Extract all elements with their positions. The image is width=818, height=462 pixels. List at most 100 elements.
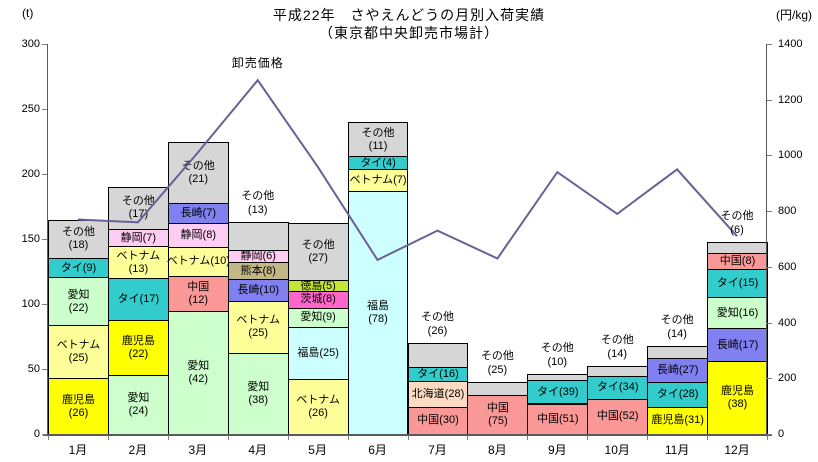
- x-tick: [707, 436, 709, 440]
- segment-label: その他: [480, 350, 514, 362]
- segment-label-outside: その他 (13): [228, 189, 288, 217]
- segment-label-outside: その他 (6): [707, 209, 767, 237]
- y-tick-right: [767, 266, 772, 268]
- x-tick: [227, 436, 229, 440]
- segment-label: 静岡(7): [120, 231, 157, 244]
- segment-value: (26): [308, 407, 328, 420]
- month-label: 6月: [368, 443, 387, 457]
- y-tick-right: [767, 44, 772, 45]
- segment-label: 福島: [367, 299, 390, 312]
- bar-segment-ベトナム: ベトナム (26): [287, 379, 349, 435]
- bar-segment-長崎: 長崎(27): [647, 357, 709, 383]
- bar-segment-鹿児島: 鹿児島 (22): [107, 320, 169, 376]
- segment-label: その他: [420, 311, 454, 323]
- segment-label: その他: [720, 209, 754, 222]
- bar-segment-その他: [467, 382, 529, 396]
- segment-label: 福島(25): [297, 346, 339, 359]
- segment-label: 北海道(28): [411, 387, 465, 400]
- segment-label: その他: [121, 195, 155, 208]
- bar-segment-タイ: タイ(17): [107, 278, 169, 322]
- bar-segment-タイ: タイ(39): [527, 380, 589, 405]
- segment-label: ベトナム: [236, 314, 281, 327]
- y-axis-label-left: 250: [21, 103, 40, 115]
- segment-label: 中国(30): [417, 414, 459, 427]
- segment-label: 茨城(8): [300, 293, 336, 306]
- bar-segment-愛知: 愛知(9): [287, 307, 349, 328]
- bar-segment-静岡: 静岡(6): [227, 249, 289, 264]
- y-axis-label-left: 150: [21, 233, 40, 245]
- segment-value: (14): [607, 348, 627, 361]
- bar-segment-タイ: タイ(15): [707, 268, 768, 299]
- segment-label: 熊本(8): [240, 264, 276, 277]
- y-axis-label-right: 200: [778, 372, 797, 385]
- y-axis-left: [47, 44, 48, 436]
- bar-segment-愛知: 愛知 (42): [167, 311, 229, 435]
- x-tick: [467, 436, 469, 440]
- y-axis-label-right: 800: [778, 205, 797, 218]
- segment-value: (6): [730, 223, 744, 236]
- segment-label: その他: [181, 159, 215, 172]
- bar-segment-ベトナム: ベトナム(7): [347, 168, 409, 192]
- y-tick-right: [767, 211, 772, 213]
- bar-segment-中国: 中国(30): [407, 406, 469, 435]
- segment-label: その他: [361, 126, 395, 139]
- bar-segment-鹿児島: 鹿児島 (38): [707, 360, 768, 435]
- month-label: 12月: [724, 443, 750, 457]
- segment-value: (13): [128, 262, 149, 275]
- segment-label: 愛知: [127, 391, 150, 404]
- y-axis-label-left: 200: [21, 168, 40, 180]
- segment-label: 中国(52): [596, 410, 639, 423]
- segment-value: (12): [188, 294, 209, 307]
- x-tick: [767, 436, 768, 440]
- bar-segment-静岡: 静岡(7): [107, 228, 169, 248]
- bar-segment-愛知: 愛知 (38): [227, 353, 289, 435]
- x-tick: [107, 436, 109, 440]
- segment-value: (27): [308, 252, 328, 265]
- segment-label: タイ(16): [417, 367, 459, 380]
- bar-segment-ベトナム: ベトナム (13): [107, 246, 169, 280]
- bar-segment-その他: その他 (18): [48, 219, 109, 260]
- bar-segment-中国: 中国(51): [527, 403, 589, 435]
- bar-segment-福島: 福島 (78): [347, 190, 409, 435]
- month-label: 1月: [68, 443, 88, 457]
- segment-value: (42): [188, 373, 209, 386]
- segment-label: 長崎(27): [656, 363, 699, 376]
- y-tick-left: [42, 434, 47, 435]
- segment-label: 鹿児島: [121, 335, 155, 348]
- bar-segment-中国: 中国(52): [587, 398, 649, 435]
- segment-label: 長崎(7): [180, 207, 216, 220]
- x-tick: [287, 436, 289, 440]
- segment-label: 徳島(5): [300, 279, 336, 292]
- segment-label: 鹿児島: [721, 384, 755, 397]
- segment-value: (11): [368, 139, 388, 152]
- segment-value: (75): [488, 415, 508, 427]
- y-axis-label-left: 0: [33, 428, 40, 440]
- segment-label: その他: [301, 239, 335, 252]
- segment-label-outside: その他 (26): [408, 310, 468, 338]
- segment-label-outside: その他 (10): [527, 341, 587, 369]
- segment-label: ベトナム(7): [349, 173, 407, 186]
- segment-value: (14): [667, 327, 687, 340]
- bar-segment-タイ: タイ(34): [587, 375, 649, 400]
- segment-label: タイ(17): [117, 293, 160, 306]
- bar-segment-その他: [587, 366, 649, 377]
- bar-segment-鹿児島: 鹿児島(31): [647, 406, 709, 435]
- segment-label-outside: その他 (14): [647, 313, 707, 341]
- y-axis-label-right: 0: [778, 428, 785, 440]
- segment-label: 愛知(9): [300, 311, 336, 324]
- bar-segment-愛知: 愛知 (22): [48, 277, 109, 326]
- month-label: 8月: [488, 443, 507, 457]
- x-tick: [167, 436, 169, 440]
- segment-value: (21): [188, 172, 209, 185]
- bar-segment-長崎: 長崎(10): [227, 279, 289, 302]
- y-tick-left: [42, 44, 47, 45]
- bar-segment-その他: [527, 374, 589, 382]
- right-axis-unit: (円/kg): [775, 8, 812, 22]
- bar-segment-ベトナム: ベトナム(10): [167, 246, 230, 278]
- bar-segment-茨城: 茨城(8): [287, 290, 349, 309]
- segment-label: 愛知: [247, 381, 270, 394]
- bar-segment-徳島: 徳島(5): [287, 279, 349, 292]
- segment-label: 愛知: [67, 288, 90, 301]
- y-tick-left: [42, 369, 47, 370]
